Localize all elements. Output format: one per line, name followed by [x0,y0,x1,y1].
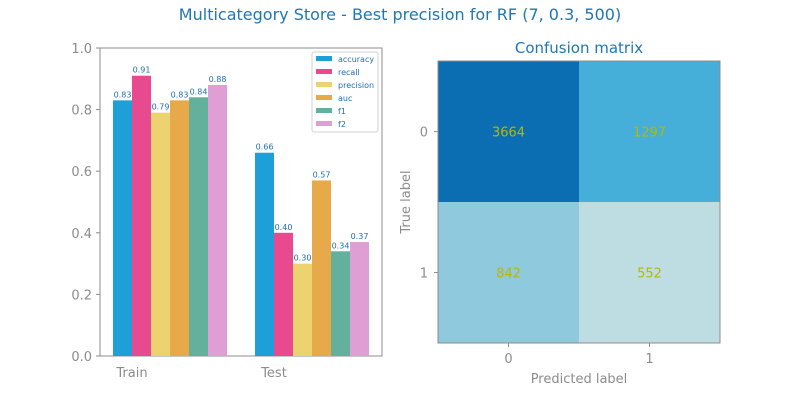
matrix-ticks: 0 1 0 1 [420,126,654,368]
x-tick-label: Test [260,366,287,381]
y-tick-label: 0.0 [71,350,92,365]
bar-value-label: 0.83 [171,90,189,99]
bar-chart: 0.0 0.2 0.4 0.6 0.8 1.0 Train Test 0.83 0.91 0.7… [71,42,383,381]
bar-value-label: 0.84 [190,87,208,96]
x-tick-label: 0 [504,352,512,367]
bar-precision-train [151,112,170,357]
legend-label-accuracy: accuracy [338,55,374,64]
legend-label-auc: auc [338,94,352,103]
bar-value-label: 0.91 [133,66,151,75]
bar-f1-test [331,251,350,356]
x-tick-label: 1 [645,352,653,367]
y-axis-ticks: 0.0 0.2 0.4 0.6 0.8 1.0 [71,42,100,365]
bar-value-label: 0.40 [275,223,293,232]
bar-auc-train [170,100,189,356]
bar-value-label: 0.66 [256,143,274,152]
y-tick-label: 0.8 [71,104,92,119]
matrix-cell-value: 552 [637,267,662,282]
y-tick-label: 0.4 [71,227,92,242]
legend-swatch-auc [316,95,332,100]
bar-f2-train [208,84,227,357]
y-tick-label: 0 [420,126,428,141]
bar-chart-frame [99,47,383,357]
matrix-cell-value: 3664 [492,126,525,141]
matrix-frame [437,60,721,344]
y-axis-label: True label [399,170,414,234]
legend: accuracy recall precision auc f1 f2 [311,51,379,133]
y-tick-label: 0.6 [71,165,92,180]
legend-swatch-recall [316,69,332,74]
bar-value-label: 0.34 [332,241,350,250]
bar-accuracy-test [255,152,274,356]
x-axis-ticks: Train Test [115,366,286,381]
bar-value-labels: 0.830.910.790.83 0.840.880.660.400.300.57… [114,66,369,263]
bars [113,75,369,357]
x-tick-label: Train [115,366,147,381]
legend-swatch-f1 [316,108,332,113]
matrix-cell-value: 842 [496,267,521,282]
y-tick-label: 0.2 [71,288,92,303]
confusion-matrix-title: Confusion matrix [515,39,643,57]
matrix-cell-0-1 [579,61,720,202]
matrix-cells: 3664 1297 842 552 [438,61,720,343]
bar-value-label: 0.57 [313,170,331,179]
bar-value-label: 0.88 [209,75,227,84]
matrix-cell-0-0 [438,61,579,202]
legend-swatch-f2 [316,121,332,126]
bar-value-label: 0.37 [351,232,369,241]
matrix-cell-1-1 [579,202,720,343]
confusion-matrix: Confusion matrix 3664 1297 842 552 0 1 0 1 Pre… [399,39,721,387]
y-tick-label: 1.0 [71,42,92,57]
legend-label-f2: f2 [338,120,346,129]
bar-f2-test [350,242,369,356]
matrix-cell-value: 1297 [633,126,666,141]
bar-accuracy-train [113,100,132,356]
x-axis-label: Predicted label [531,372,628,387]
matrix-cell-1-0 [438,202,579,343]
bar-recall-test [274,232,293,356]
legend-label-precision: precision [338,81,374,90]
bar-value-label: 0.83 [114,90,132,99]
bar-precision-test [293,263,312,356]
y-tick-label: 1 [420,267,428,282]
legend-label-f1: f1 [338,107,346,116]
bar-auc-test [312,180,331,356]
legend-swatch-accuracy [316,56,332,61]
bar-value-label: 0.79 [152,103,170,112]
legend-label-recall: recall [338,68,360,77]
bar-recall-train [132,75,151,356]
bar-f1-train [189,97,208,356]
legend-swatch-precision [316,82,332,87]
bar-value-label: 0.30 [294,254,312,263]
figure-title: Multicategory Store - Best precision for… [179,5,621,24]
